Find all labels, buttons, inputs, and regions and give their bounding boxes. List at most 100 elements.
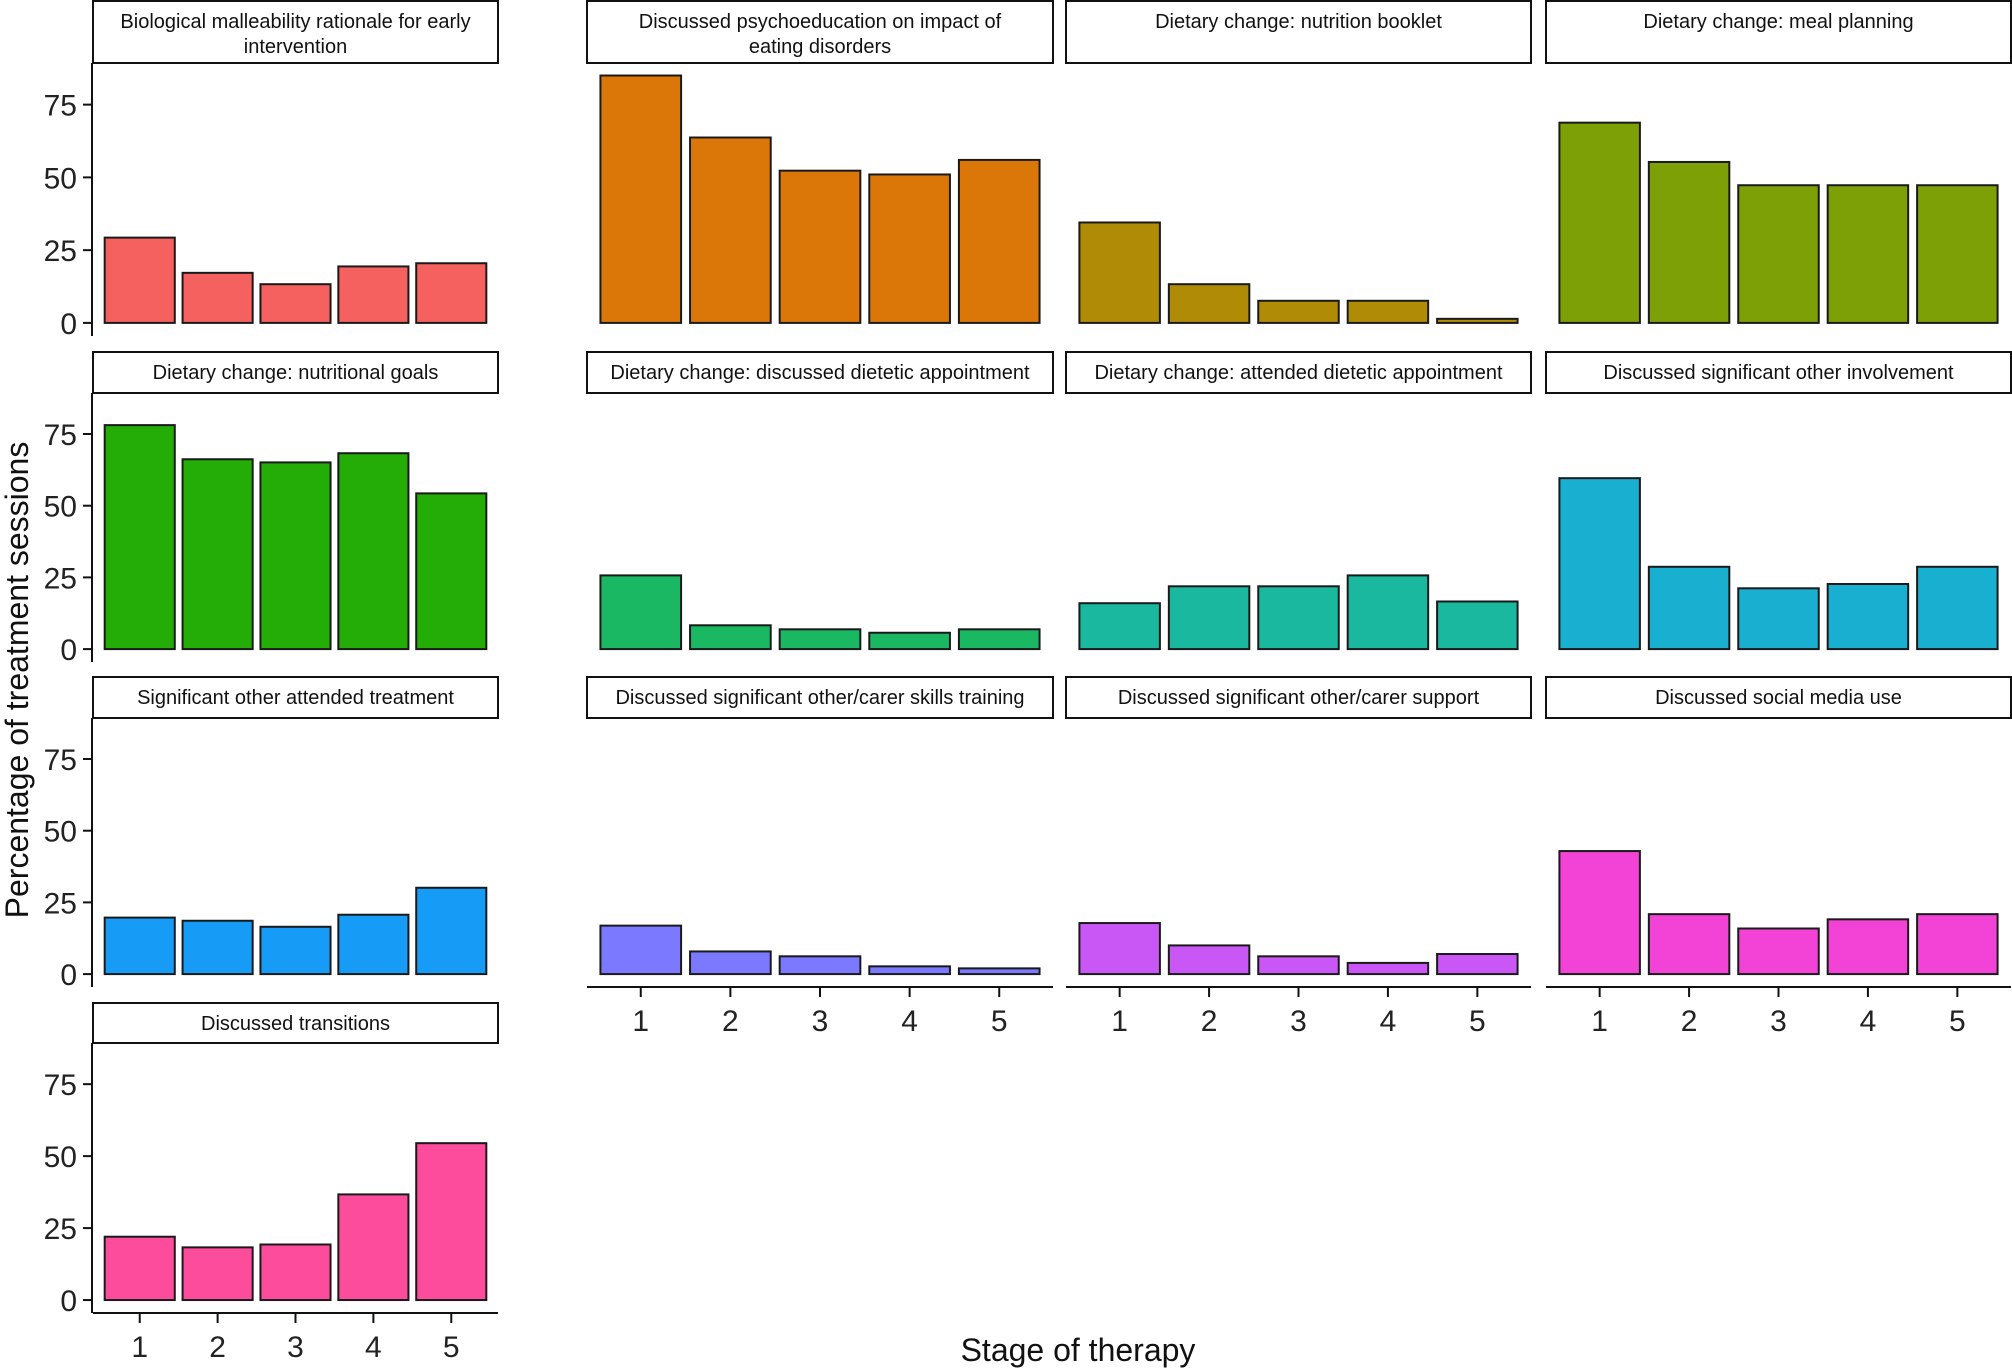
bar	[103, 916, 176, 976]
x-axis-title: Stage of therapy	[961, 1332, 1196, 1368]
bar	[1346, 961, 1430, 976]
y-tick-label: 75	[44, 419, 77, 452]
bar	[1078, 922, 1161, 976]
bar	[103, 236, 176, 324]
bar	[599, 574, 683, 651]
bar	[1647, 565, 1731, 651]
panel-title: Discussed significant other/carer suppor…	[1118, 687, 1480, 709]
bar	[1826, 582, 1910, 651]
panel-title: Dietary change: discussed dietetic appoi…	[610, 362, 1030, 384]
bar	[599, 74, 683, 324]
bar	[689, 136, 772, 324]
bar	[1167, 283, 1251, 324]
bar	[599, 924, 683, 976]
bar	[259, 283, 332, 324]
panel-title: Dietary change: nutrition booklet	[1155, 11, 1442, 33]
bar	[181, 919, 254, 976]
x-tick-label: 4	[901, 1005, 918, 1038]
bar	[1737, 184, 1820, 324]
y-tick-label: 50	[44, 1141, 77, 1174]
panel: Dietary change: attended dietetic appoin…	[1065, 351, 1532, 651]
bar	[103, 1235, 176, 1302]
panel-strip	[586, 0, 1054, 64]
bar	[1167, 585, 1251, 651]
x-tick-label: 5	[1469, 1005, 1486, 1038]
x-tick-label: 5	[991, 1005, 1008, 1038]
x-tick-label: 1	[1111, 1005, 1128, 1038]
panel-title: Dietary change: meal planning	[1643, 11, 1913, 33]
panel-strip	[586, 676, 1054, 719]
bar	[415, 262, 488, 324]
panel: Dietary change: nutritional goals 0 25 50 75	[44, 351, 499, 667]
bar	[1078, 221, 1161, 324]
bar	[1436, 953, 1519, 976]
bar	[778, 628, 862, 651]
bar	[181, 271, 254, 324]
panel-strip	[1065, 676, 1532, 719]
panel-title: Dietary change: nutritional goals	[153, 362, 439, 384]
bar	[1436, 317, 1519, 324]
panel: Dietary change: nutrition booklet	[1065, 0, 1532, 324]
bar	[103, 424, 176, 651]
bar	[181, 458, 254, 651]
x-tick-label: 1	[131, 1331, 148, 1364]
bar	[1346, 574, 1430, 651]
bar	[337, 265, 410, 324]
y-tick-label: 75	[44, 90, 77, 123]
bar	[689, 950, 772, 976]
bar	[259, 1243, 332, 1302]
x-tick-label: 1	[1591, 1005, 1608, 1038]
panel-strip	[1065, 0, 1532, 64]
y-tick-label: 0	[60, 308, 77, 341]
panel-title: intervention	[244, 36, 347, 58]
bar	[1826, 184, 1910, 324]
bar	[1737, 927, 1820, 976]
bar	[337, 452, 410, 651]
y-tick-label: 0	[60, 634, 77, 667]
bar	[1257, 585, 1340, 651]
y-tick-label: 75	[44, 1069, 77, 1102]
x-tick-label: 2	[1201, 1005, 1218, 1038]
y-tick-label: 75	[44, 744, 77, 777]
panel-strip	[1545, 676, 2012, 719]
y-tick-label: 25	[44, 1213, 77, 1246]
bar	[1257, 299, 1340, 324]
panel: Discussed significant other/carer suppor…	[1065, 676, 1532, 1038]
bar	[868, 173, 951, 324]
panel-strip	[1545, 351, 2012, 394]
y-tick-label: 0	[60, 1285, 77, 1318]
panel-title: Significant other attended treatment	[137, 687, 454, 709]
x-tick-label: 5	[443, 1331, 460, 1364]
panel: Discussed social media use 1 2 3 4 5	[1545, 676, 2012, 1038]
y-tick-label: 25	[44, 235, 77, 268]
panel-strip	[92, 1002, 499, 1044]
panel: Dietary change: discussed dietetic appoi…	[586, 351, 1054, 651]
bar	[957, 628, 1041, 651]
panel-strip	[92, 351, 499, 394]
panel-strip	[586, 351, 1054, 394]
panel: Discussed psychoeducation on impact of ea…	[586, 0, 1054, 324]
panel-title: Biological malleability rationale for ea…	[120, 11, 470, 33]
bar	[1647, 913, 1731, 976]
bar	[1647, 160, 1731, 324]
bar	[259, 925, 332, 976]
y-tick-label: 50	[44, 162, 77, 195]
bar	[259, 461, 332, 651]
panel-title: Discussed significant other involvement	[1603, 362, 1954, 384]
bar	[1167, 944, 1251, 976]
panel: Biological malleability rationale for ea…	[44, 0, 499, 341]
panel-strip	[92, 0, 499, 64]
bar	[689, 624, 772, 651]
panel-strip	[1545, 0, 2012, 64]
panel-title: Discussed psychoeducation on impact of	[639, 11, 1002, 33]
x-tick-label: 2	[722, 1005, 739, 1038]
bar	[1558, 121, 1641, 324]
x-tick-label: 5	[1949, 1005, 1966, 1038]
y-axis-title: Percentage of treatment sessions	[0, 442, 35, 919]
bar	[957, 158, 1041, 324]
panel: Discussed significant other involvement	[1545, 351, 2012, 651]
bar	[337, 1193, 410, 1302]
bar	[957, 967, 1041, 976]
bar	[1916, 913, 1999, 976]
